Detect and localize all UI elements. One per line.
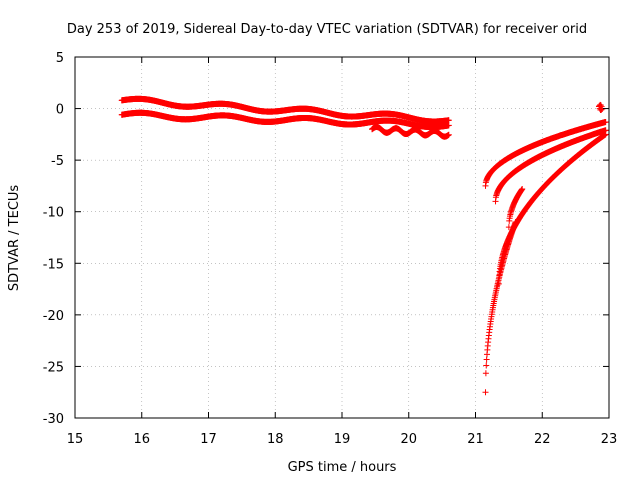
data-point [482, 370, 489, 377]
series-arc-evening-1 [482, 118, 609, 189]
series-arc-evening-5 [505, 186, 526, 231]
series-arc-evening-2 [492, 127, 609, 205]
x-tick-label: 17 [200, 432, 217, 447]
data-point [505, 224, 512, 231]
series-arc-evening-4 [495, 131, 609, 287]
y-tick-label: 5 [56, 51, 64, 66]
data-point [445, 131, 452, 138]
data-point [495, 280, 502, 287]
data-point [483, 356, 490, 363]
y-tick-label: -20 [43, 309, 64, 324]
axis-ticks: 15 16 17 18 19 20 21 22 23 5 0 -5 -10 -15 -20 -25 -30 [43, 51, 618, 447]
x-tick-label: 19 [334, 432, 351, 447]
y-tick-label: -5 [51, 154, 64, 169]
y-axis-label: SDTVAR / TECUs [7, 185, 22, 292]
series-arc-end-point [595, 101, 606, 113]
x-tick-label: 18 [267, 432, 284, 447]
series-arc-late-day [369, 123, 452, 140]
y-tick-label: -30 [43, 412, 64, 427]
series-arc-day-upper [118, 95, 452, 125]
chart-title: Day 253 of 2019, Sidereal Day-to-day VTE… [67, 22, 587, 37]
y-tick-label: -15 [43, 257, 64, 272]
x-tick-label: 15 [67, 432, 84, 447]
x-tick-label: 22 [534, 432, 551, 447]
data-point [445, 117, 452, 124]
series-arc-day-lower [118, 109, 452, 131]
y-tick-label: -25 [43, 360, 64, 375]
y-tick-label: 0 [56, 103, 64, 118]
data-point [445, 122, 452, 129]
data-point [519, 186, 526, 193]
data-point [602, 131, 609, 138]
y-tick-label: -10 [43, 206, 64, 221]
data-point [482, 389, 489, 396]
data-point [483, 362, 490, 369]
x-tick-label: 16 [133, 432, 150, 447]
x-axis-label: GPS time / hours [288, 460, 397, 475]
data-points [118, 95, 609, 396]
x-tick-label: 21 [467, 432, 484, 447]
data-point [602, 118, 609, 125]
x-tick-label: 23 [601, 432, 618, 447]
x-tick-label: 20 [400, 432, 417, 447]
